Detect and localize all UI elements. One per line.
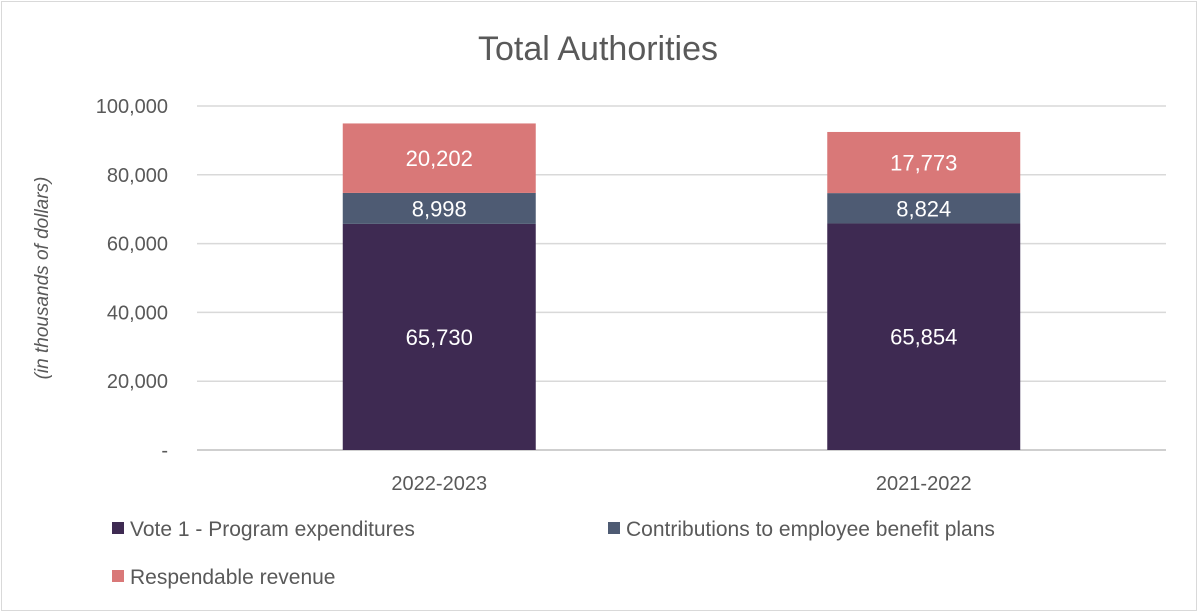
legend-swatch <box>112 570 124 582</box>
y-tick-label: 20,000 <box>107 371 168 393</box>
y-tick-label: 40,000 <box>107 302 168 324</box>
bar-segment <box>342 123 536 193</box>
y-axis-label: (in thousands of dollars) <box>32 177 53 380</box>
data-label: 65,730 <box>406 325 473 350</box>
data-label: 8,998 <box>412 196 467 221</box>
y-tick-label: 100,000 <box>96 96 168 118</box>
bar-segment <box>827 193 1021 224</box>
y-tick-label: 60,000 <box>107 234 168 256</box>
bar-segment <box>342 192 536 224</box>
y-tick-label: 80,000 <box>107 165 168 187</box>
bar-segment <box>827 131 1021 194</box>
x-tick-label: 2022-2023 <box>391 473 487 495</box>
data-label: 8,824 <box>896 196 951 221</box>
data-label: 17,773 <box>890 151 957 176</box>
legend-swatch <box>608 522 620 534</box>
data-label: 20,202 <box>406 146 473 171</box>
legend-label: Respendable revenue <box>130 566 336 589</box>
data-label: 65,854 <box>890 325 957 350</box>
legend-label: Contributions to employee benefit plans <box>626 518 995 541</box>
bar-segment <box>827 223 1021 450</box>
y-tick-label: - <box>161 440 168 462</box>
chart-title: Total Authorities <box>478 30 718 68</box>
legend-label: Vote 1 - Program expenditures <box>130 518 415 541</box>
x-tick-label: 2021-2022 <box>876 473 972 495</box>
bar-segment <box>342 223 536 450</box>
legend-swatch <box>112 522 124 534</box>
